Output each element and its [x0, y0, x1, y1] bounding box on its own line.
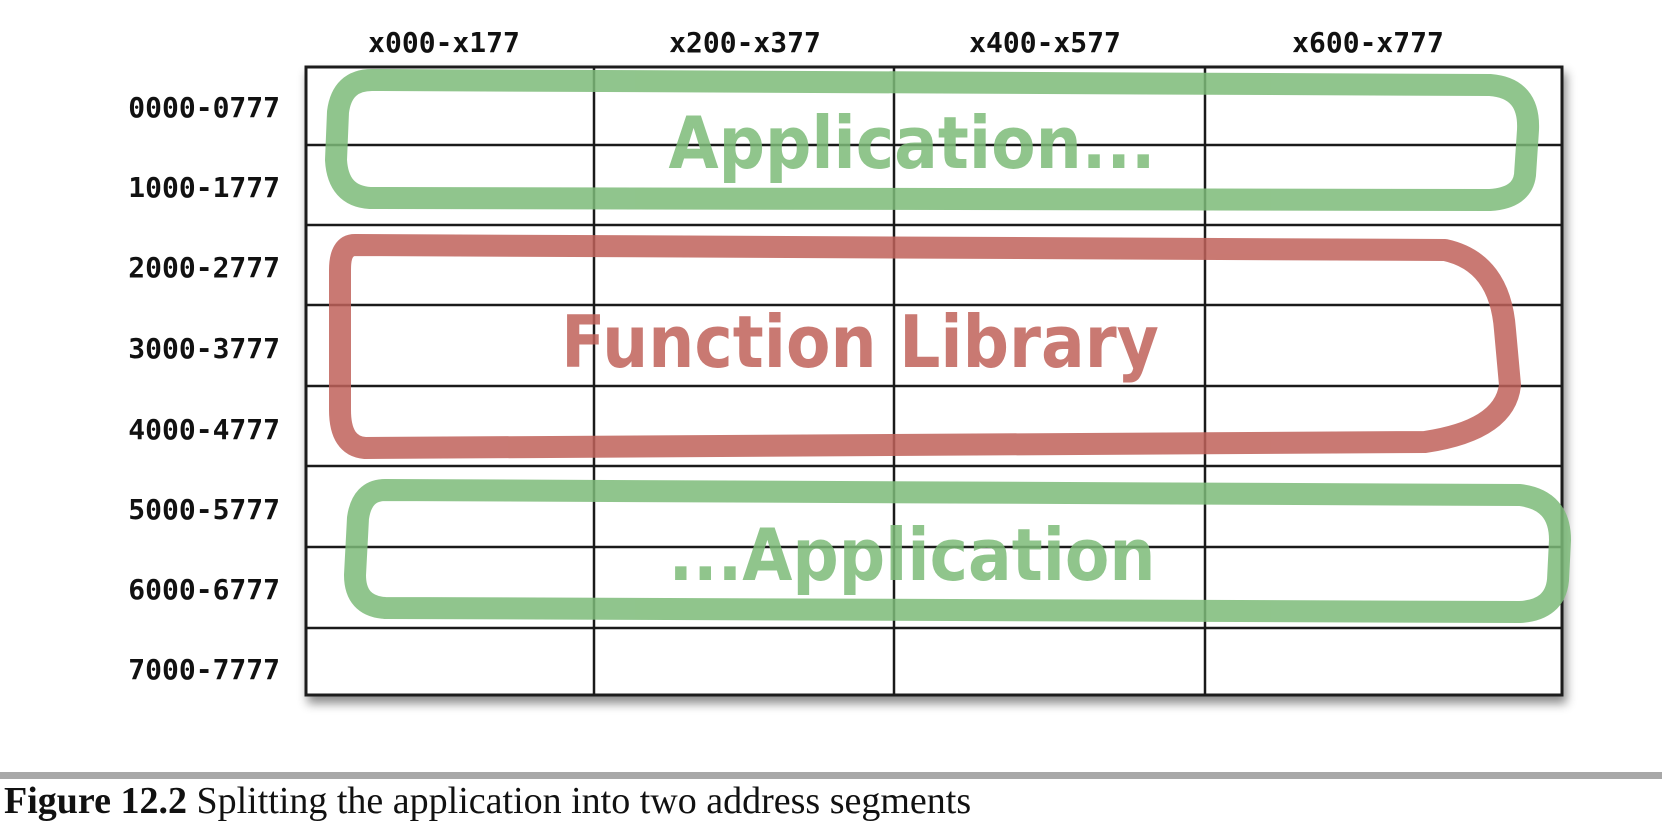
application-region-top-label: Application...: [668, 102, 1155, 186]
application-region-outline: [344, 479, 1571, 623]
column-label: x400-x577: [969, 26, 1121, 59]
row-label: 6000-6777: [128, 573, 280, 606]
application-region-outline: [325, 69, 1540, 211]
row-label: 4000-4777: [128, 413, 280, 446]
row-label: 1000-1777: [128, 171, 280, 204]
column-labels: x000-x177 x200-x377 x400-x577 x600-x777: [368, 26, 1444, 59]
function-library-label: Function Library: [561, 301, 1159, 385]
figure-caption-text: Splitting the application into two addre…: [186, 780, 972, 822]
function-library-region: Function Library: [329, 234, 1521, 459]
application-region-bottom: ...Application: [344, 479, 1571, 623]
grid-frame: [304, 65, 1564, 697]
memory-map-diagram: x000-x177 x200-x377 x400-x577 x600-x777 …: [128, 26, 1571, 697]
row-label: 0000-0777: [128, 91, 280, 124]
application-region-top: Application...: [325, 69, 1540, 211]
function-library-outline: [329, 234, 1521, 459]
address-grid: [304, 65, 1564, 697]
application-region-bottom-label: ...Application: [668, 514, 1155, 598]
row-label: 5000-5777: [128, 493, 280, 526]
figure-number: Figure 12.2: [4, 780, 187, 822]
row-label: 3000-3777: [128, 332, 280, 365]
row-label: 7000-7777: [128, 653, 280, 686]
column-label: x200-x377: [669, 26, 821, 59]
caption-divider: [0, 772, 1662, 779]
column-label: x000-x177: [368, 26, 520, 59]
row-labels: 0000-0777 1000-1777 2000-2777 3000-3777 …: [128, 91, 280, 686]
figure-caption: Figure 12.2 Splitting the application in…: [4, 778, 971, 824]
column-label: x600-x777: [1292, 26, 1444, 59]
row-label: 2000-2777: [128, 251, 280, 284]
